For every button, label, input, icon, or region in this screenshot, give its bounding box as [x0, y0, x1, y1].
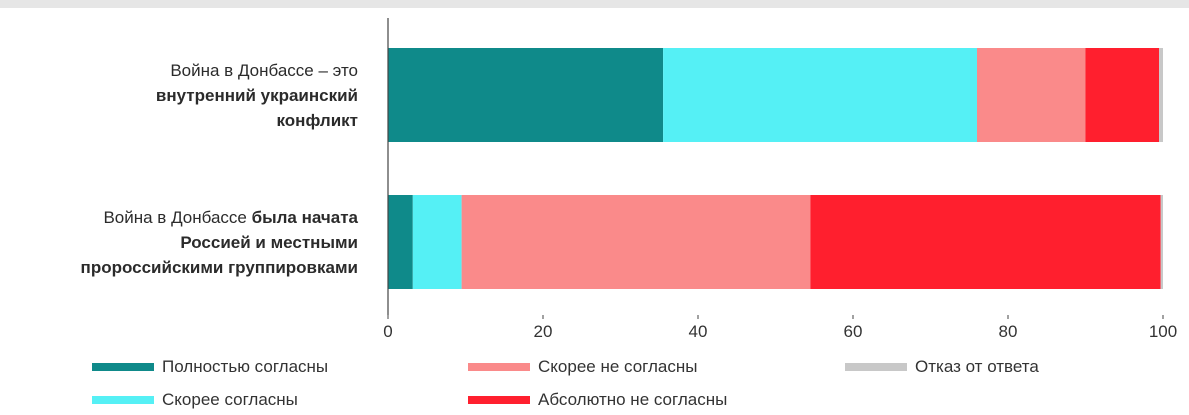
legend-label-3: Абсолютно не согласны — [538, 390, 727, 409]
bars-group — [388, 48, 1163, 289]
bar-segment-0-0 — [388, 48, 664, 142]
legend-label-2: Скорее не согласны — [538, 357, 697, 376]
category-label-0-line-0: Война в Донбассе – это — [170, 61, 358, 80]
bar-segment-0-2 — [977, 48, 1086, 142]
legend-swatch-0 — [92, 363, 154, 371]
legend-swatch-3 — [468, 396, 530, 404]
x-tick-label-2: 40 — [689, 322, 708, 341]
legend-swatch-2 — [468, 363, 530, 371]
category-label-1-line-2: пророссийскими группировками — [81, 258, 358, 277]
legend: Полностью согласны Скорее согласны Скорее … — [92, 357, 1039, 409]
category-labels: Война в Донбассе – это внутренний украинс… — [81, 61, 359, 277]
bar-segment-1-1 — [412, 195, 462, 289]
legend-swatch-1 — [92, 396, 154, 404]
x-tick-label-4: 80 — [999, 322, 1018, 341]
x-tick-label-5: 100 — [1149, 322, 1177, 341]
bar-segment-0-3 — [1085, 48, 1160, 142]
top-divider — [0, 0, 1189, 8]
legend-swatch-4 — [845, 363, 907, 371]
x-tick-label-3: 60 — [844, 322, 863, 341]
category-label-0-line-2: конфликт — [277, 111, 358, 130]
bar-segment-0-1 — [663, 48, 977, 142]
category-label-1-line-1: Россией и местными — [180, 233, 358, 252]
x-axis: 0 20 40 60 80 100 — [383, 18, 1177, 341]
bar-segment-0-4 — [1159, 48, 1163, 142]
x-tick-label-0: 0 — [383, 322, 392, 341]
legend-label-1: Скорее согласны — [162, 390, 298, 409]
bar-segment-1-4 — [1160, 195, 1163, 289]
bar-segment-1-2 — [461, 195, 811, 289]
category-label-1-line-0: Война в Донбассе была начата — [103, 208, 358, 227]
x-tick-label-1: 20 — [534, 322, 553, 341]
bar-segment-1-0 — [388, 195, 413, 289]
legend-label-0: Полностью согласны — [162, 357, 328, 376]
bar-segment-1-3 — [810, 195, 1161, 289]
legend-label-4: Отказ от ответа — [915, 357, 1039, 376]
category-label-0-line-1: внутренний украинский — [156, 86, 358, 105]
